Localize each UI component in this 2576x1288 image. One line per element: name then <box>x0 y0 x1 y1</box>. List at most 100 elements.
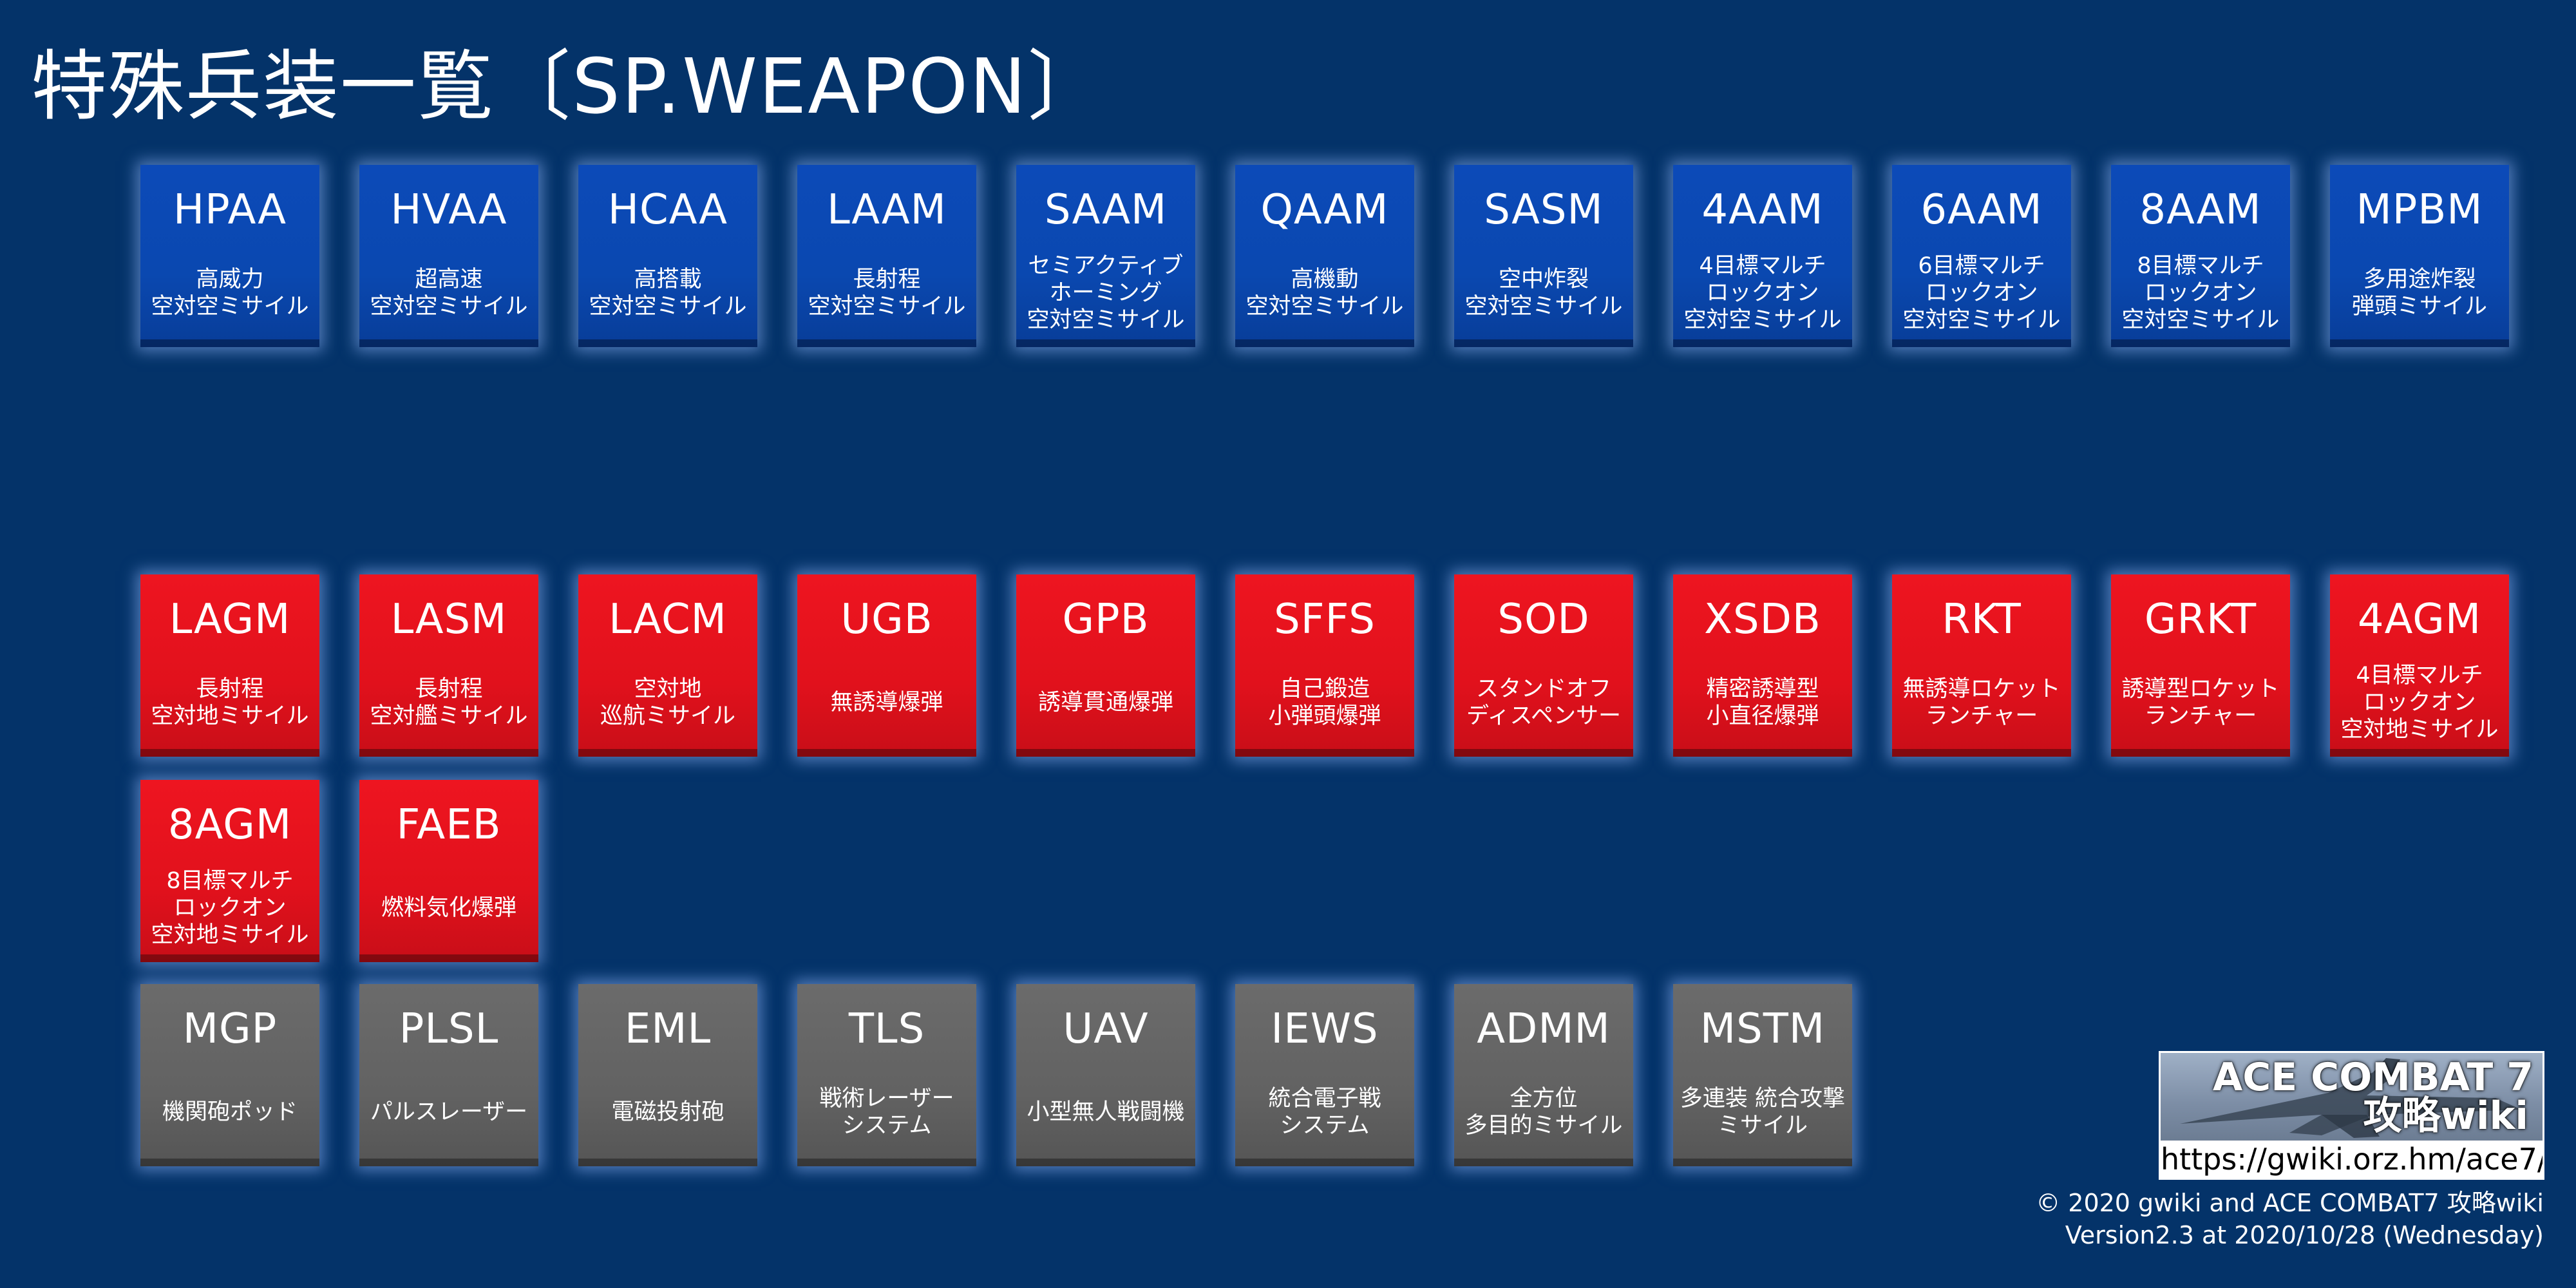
weapon-code: XSDB <box>1704 596 1821 643</box>
weapon-tile-4aam[interactable]: 4AAM 4目標マルチ ロックオン 空対空ミサイル <box>1673 165 1852 347</box>
weapon-tile-4agm[interactable]: 4AGM 4目標マルチ ロックオン 空対地ミサイル <box>2330 574 2509 757</box>
weapon-code: ADMM <box>1477 1005 1611 1053</box>
weapon-tile-grkt[interactable]: GRKT 誘導型ロケット ランチャー <box>2111 574 2290 757</box>
weapon-code: LAGM <box>169 596 291 643</box>
weapon-code: UGB <box>840 596 933 643</box>
weapon-tile-hvaa[interactable]: HVAA 超高速 空対空ミサイル <box>359 165 538 347</box>
weapon-description: 無誘導ロケット ランチャー <box>1902 676 2061 729</box>
weapon-tile-mgp[interactable]: MGP 機関砲ポッド <box>140 984 319 1166</box>
weapon-description: 長射程 空対艦ミサイル <box>370 676 528 729</box>
weapon-code: HVAA <box>390 186 507 234</box>
weapon-tile-hpaa[interactable]: HPAA 高威力 空対空ミサイル <box>140 165 319 347</box>
weapon-tile-eml[interactable]: EML 電磁投射砲 <box>578 984 757 1166</box>
weapon-tile-sffs[interactable]: SFFS 自己鍛造 小弾頭爆弾 <box>1235 574 1414 757</box>
weapon-description: 誘導型ロケット ランチャー <box>2121 676 2280 729</box>
weapon-description: 電磁投射砲 <box>611 1099 724 1125</box>
weapon-description: 8目標マルチ ロックオン 空対空ミサイル <box>2121 252 2280 333</box>
logo-url-link[interactable]: https://gwiki.orz.hm/ace7/ <box>2161 1141 2544 1178</box>
weapon-code: RKT <box>1942 596 2022 643</box>
logo-subtitle: 攻略wiki <box>2363 1094 2528 1139</box>
version-text: Version2.3 at 2020/10/28 (Wednesday) <box>2065 1221 2544 1249</box>
weapon-tile-mstm[interactable]: MSTM 多連装 統合攻撃 ミサイル <box>1673 984 1852 1166</box>
weapon-description: 8目標マルチ ロックオン 空対地ミサイル <box>151 867 309 948</box>
weapon-code: SASM <box>1484 186 1604 234</box>
weapon-description: 無誘導爆弾 <box>830 689 943 715</box>
weapon-code: 4AGM <box>2357 596 2482 643</box>
weapon-description: 4目標マルチ ロックオン 空対空ミサイル <box>1683 252 1842 333</box>
weapon-description: セミアクティブ ホーミング 空対空ミサイル <box>1027 252 1185 333</box>
weapon-description: 超高速 空対空ミサイル <box>370 266 528 319</box>
weapon-description: 多用途炸裂 弾頭ミサイル <box>2351 266 2487 319</box>
weapon-code: SOD <box>1497 596 1590 643</box>
weapon-description: 小型無人戦闘機 <box>1027 1099 1185 1125</box>
weapon-description: 精密誘導型 小直径爆弾 <box>1706 676 1819 729</box>
weapon-tile-faeb[interactable]: FAEB 燃料気化爆弾 <box>359 780 538 962</box>
weapon-description: 統合電子戦 システム <box>1268 1085 1381 1139</box>
weapon-tile-6aam[interactable]: 6AAM 6目標マルチ ロックオン 空対空ミサイル <box>1892 165 2071 347</box>
weapon-description: 長射程 空対地ミサイル <box>151 676 309 729</box>
weapon-tile-sasm[interactable]: SASM 空中炸裂 空対空ミサイル <box>1454 165 1633 347</box>
weapon-description: 空中炸裂 空対空ミサイル <box>1464 266 1623 319</box>
weapon-code: FAEB <box>396 801 502 849</box>
weapon-description: 6目標マルチ ロックオン 空対空ミサイル <box>1902 252 2061 333</box>
weapon-code: MSTM <box>1700 1005 1826 1053</box>
weapon-description: 燃料気化爆弾 <box>381 895 516 921</box>
weapon-code: LASM <box>390 596 507 643</box>
weapon-code: UAV <box>1063 1005 1149 1053</box>
weapon-tile-hcaa[interactable]: HCAA 高搭載 空対空ミサイル <box>578 165 757 347</box>
weapon-description: パルスレーザー <box>370 1099 528 1125</box>
weapon-code: MPBM <box>2356 186 2483 234</box>
weapon-code: HCAA <box>607 186 728 234</box>
weapon-tile-lagm[interactable]: LAGM 長射程 空対地ミサイル <box>140 574 319 757</box>
weapon-tile-8aam[interactable]: 8AAM 8目標マルチ ロックオン 空対空ミサイル <box>2111 165 2290 347</box>
fighter-jet-icon <box>2180 1058 2521 1138</box>
weapon-description: 戦術レーザー システム <box>819 1085 954 1139</box>
weapon-tile-laam[interactable]: LAAM 長射程 空対空ミサイル <box>797 165 976 347</box>
weapon-tile-rkt[interactable]: RKT 無誘導ロケット ランチャー <box>1892 574 2071 757</box>
weapon-code: HPAA <box>173 186 287 234</box>
weapon-tile-saam[interactable]: SAAM セミアクティブ ホーミング 空対空ミサイル <box>1016 165 1195 347</box>
weapon-tile-plsl[interactable]: PLSL パルスレーザー <box>359 984 538 1166</box>
weapon-tile-mpbm[interactable]: MPBM 多用途炸裂 弾頭ミサイル <box>2330 165 2509 347</box>
weapon-code: PLSL <box>399 1005 499 1053</box>
weapon-description: 誘導貫通爆弾 <box>1037 689 1173 715</box>
weapon-code: LAAM <box>827 186 947 234</box>
weapon-tile-sod[interactable]: SOD スタンドオフ ディスペンサー <box>1454 574 1633 757</box>
weapon-code: 8AAM <box>2139 186 2262 234</box>
weapon-code: 4AAM <box>1701 186 1824 234</box>
weapon-code: IEWS <box>1271 1005 1379 1053</box>
weapon-tile-admm[interactable]: ADMM 全方位 多目的ミサイル <box>1454 984 1633 1166</box>
weapon-tile-iews[interactable]: IEWS 統合電子戦 システム <box>1235 984 1414 1166</box>
weapon-description: 機関砲ポッド <box>162 1099 298 1125</box>
weapon-description: スタンドオフ ディスペンサー <box>1466 676 1622 729</box>
weapon-tile-tls[interactable]: TLS 戦術レーザー システム <box>797 984 976 1166</box>
weapon-code: QAAM <box>1260 186 1389 234</box>
ace-combat-wiki-logo[interactable]: ACE COMBAT 7 攻略wiki https://gwiki.orz.hm… <box>2159 1051 2544 1180</box>
weapon-description: 高威力 空対空ミサイル <box>151 266 309 319</box>
weapon-description: 空対地 巡航ミサイル <box>600 676 735 729</box>
weapon-description: 多連装 統合攻撃 ミサイル <box>1680 1085 1846 1139</box>
weapon-description: 高搭載 空対空ミサイル <box>589 266 747 319</box>
weapon-code: TLS <box>848 1005 925 1053</box>
weapon-tile-xsdb[interactable]: XSDB 精密誘導型 小直径爆弾 <box>1673 574 1852 757</box>
weapon-code: SAAM <box>1044 186 1168 234</box>
page-title: 特殊兵装一覧〔SP.WEAPON〕 <box>31 42 1105 131</box>
weapon-tile-lasm[interactable]: LASM 長射程 空対艦ミサイル <box>359 574 538 757</box>
weapon-tile-uav[interactable]: UAV 小型無人戦闘機 <box>1016 984 1195 1166</box>
logo-title: ACE COMBAT 7 <box>2212 1055 2533 1100</box>
weapon-code: MGP <box>182 1005 278 1053</box>
weapon-tile-ugb[interactable]: UGB 無誘導爆弾 <box>797 574 976 757</box>
weapon-code: GRKT <box>2144 596 2257 643</box>
copyright-text: © 2020 gwiki and ACE COMBAT7 攻略wiki <box>2036 1189 2544 1217</box>
weapon-tile-lacm[interactable]: LACM 空対地 巡航ミサイル <box>578 574 757 757</box>
weapon-code: 8AGM <box>167 801 292 849</box>
weapon-description: 自己鍛造 小弾頭爆弾 <box>1268 676 1381 729</box>
weapon-code: 6AAM <box>1920 186 2043 234</box>
weapon-code: GPB <box>1062 596 1150 643</box>
weapon-tile-8agm[interactable]: 8AGM 8目標マルチ ロックオン 空対地ミサイル <box>140 780 319 962</box>
weapon-tile-gpb[interactable]: GPB 誘導貫通爆弾 <box>1016 574 1195 757</box>
weapon-tile-qaam[interactable]: QAAM 高機動 空対空ミサイル <box>1235 165 1414 347</box>
weapon-code: SFFS <box>1274 596 1376 643</box>
weapon-description: 高機動 空対空ミサイル <box>1245 266 1404 319</box>
weapon-code: EML <box>624 1005 712 1053</box>
